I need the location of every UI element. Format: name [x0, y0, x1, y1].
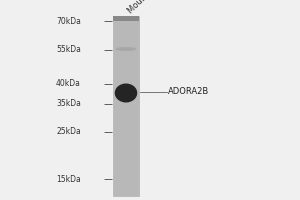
- Text: Mouse brain: Mouse brain: [126, 0, 169, 15]
- Ellipse shape: [116, 47, 136, 51]
- Text: ADORA2B: ADORA2B: [168, 88, 209, 97]
- Text: 25kDa: 25kDa: [56, 128, 81, 136]
- Text: 40kDa: 40kDa: [56, 79, 81, 88]
- Text: 35kDa: 35kDa: [56, 99, 81, 108]
- Bar: [113, 16, 139, 21]
- Bar: [113, 16, 139, 196]
- Text: 55kDa: 55kDa: [56, 46, 81, 54]
- Ellipse shape: [115, 84, 137, 102]
- Text: 15kDa: 15kDa: [56, 174, 81, 184]
- Text: 70kDa: 70kDa: [56, 17, 81, 25]
